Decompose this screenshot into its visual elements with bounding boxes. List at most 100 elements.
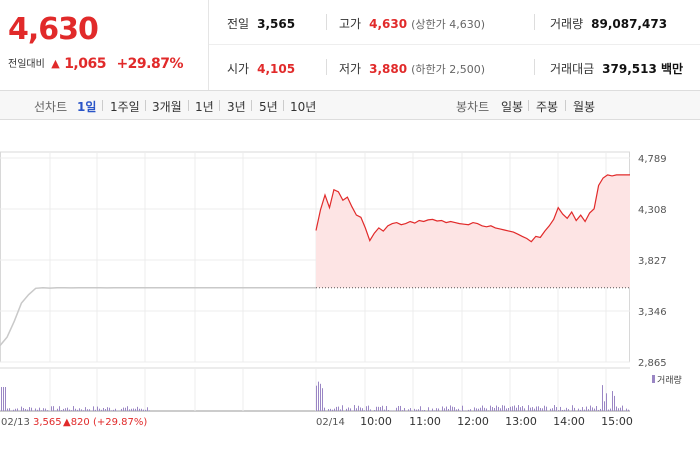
y-tick-label: 3,346 (638, 307, 667, 318)
stat-value: 89,087,473 (591, 17, 667, 31)
stat-label: 저가 (339, 62, 361, 76)
volume-bar (478, 409, 479, 411)
volume-bar (476, 408, 477, 411)
volume-bar (29, 407, 30, 411)
tab-daily-candle[interactable]: 일봉 (501, 98, 523, 115)
volume-bar (508, 408, 509, 411)
volume-legend-label: 거래량 (657, 374, 682, 386)
volume-bar (15, 409, 16, 411)
volume-bar (55, 410, 56, 411)
volume-bar (81, 409, 82, 411)
volume-bar (336, 407, 337, 411)
volume-bar (61, 410, 62, 411)
volume-bar (386, 406, 387, 411)
volume-bar (544, 406, 545, 411)
volume-bar (330, 409, 331, 411)
volume-bar (67, 408, 68, 411)
volume-bar (618, 408, 619, 411)
volume-bar (550, 409, 551, 411)
tab-5year[interactable]: 5년 (259, 98, 278, 115)
volume-bar (322, 388, 323, 411)
volume-bar (516, 408, 517, 411)
volume-bar (514, 406, 515, 411)
volume-bar (370, 409, 371, 411)
volume-bar (458, 409, 459, 411)
volume-bar (520, 407, 521, 411)
volume-bar (338, 407, 339, 411)
x-tick-label: 11:00 (409, 415, 441, 428)
volume-bar (422, 410, 423, 411)
stat-volume: 거래량 89,087,473 (550, 15, 667, 32)
tab-3month[interactable]: 3개월 (152, 98, 182, 115)
tab-1week[interactable]: 1주일 (110, 98, 140, 115)
volume-bar (462, 406, 463, 411)
stat-label: 거래량 (550, 17, 583, 31)
volume-bar (536, 406, 537, 411)
volume-bar (346, 409, 347, 411)
tab-3year[interactable]: 3년 (227, 98, 246, 115)
volume-bar (586, 407, 587, 411)
tab-monthly-candle[interactable]: 월봉 (573, 98, 595, 115)
volume-bar (560, 407, 561, 411)
volume-bar (53, 406, 54, 411)
today-area (316, 175, 630, 288)
volume-bar (444, 408, 445, 411)
y-tick-label: 2,865 (638, 358, 667, 369)
volume-bar (534, 409, 535, 411)
volume-bar (354, 405, 355, 411)
volume-bar (316, 386, 317, 411)
volume-bar (324, 408, 325, 411)
volume-bar (85, 407, 86, 411)
volume-bar (496, 406, 497, 411)
volume-bar (490, 406, 491, 411)
volume-bar (318, 382, 319, 411)
volume-bar (498, 407, 499, 411)
volume-bar (332, 410, 333, 411)
volume-bar (424, 410, 425, 411)
volume-bar (430, 410, 431, 411)
volume-bar (452, 407, 453, 411)
volume-bar (47, 410, 48, 411)
volume-bar (113, 410, 114, 411)
volume-bar (522, 406, 523, 411)
volume-bar (486, 408, 487, 411)
volume-bar (121, 409, 122, 411)
volume-bar (107, 407, 108, 411)
volume-bar (396, 408, 397, 411)
volume-bar (468, 410, 469, 411)
y-tick-label: 4,308 (638, 205, 667, 216)
tab-1day[interactable]: 1일 (77, 98, 96, 115)
volume-bar (572, 405, 573, 411)
volume-bar (420, 406, 421, 411)
volume-bar (125, 408, 126, 411)
tab-10year[interactable]: 10년 (290, 98, 316, 115)
divider (251, 100, 252, 111)
volume-bar (628, 410, 629, 411)
tab-1year[interactable]: 1년 (195, 98, 214, 115)
volume-bar (123, 408, 124, 411)
stat-value: 4,630 (369, 17, 407, 31)
current-price: 4,630 (8, 12, 98, 47)
volume-bar (474, 407, 475, 411)
volume-bar (538, 406, 539, 411)
volume-bar (400, 406, 401, 411)
volume-bar (51, 406, 52, 411)
volume-bar (43, 408, 44, 411)
tab-weekly-candle[interactable]: 주봉 (536, 98, 558, 115)
volume-bar (149, 410, 150, 411)
prev-day-series (0, 288, 150, 346)
stat-label: 전일 (227, 17, 249, 31)
change-row: 전일대비 ▲ 1,065 +29.87% (8, 55, 183, 72)
volume-bar (614, 396, 615, 411)
volume-bar (360, 407, 361, 411)
volume-bar (494, 408, 495, 411)
volume-bar (480, 408, 481, 411)
divider (534, 59, 535, 75)
volume-bar (65, 408, 66, 411)
